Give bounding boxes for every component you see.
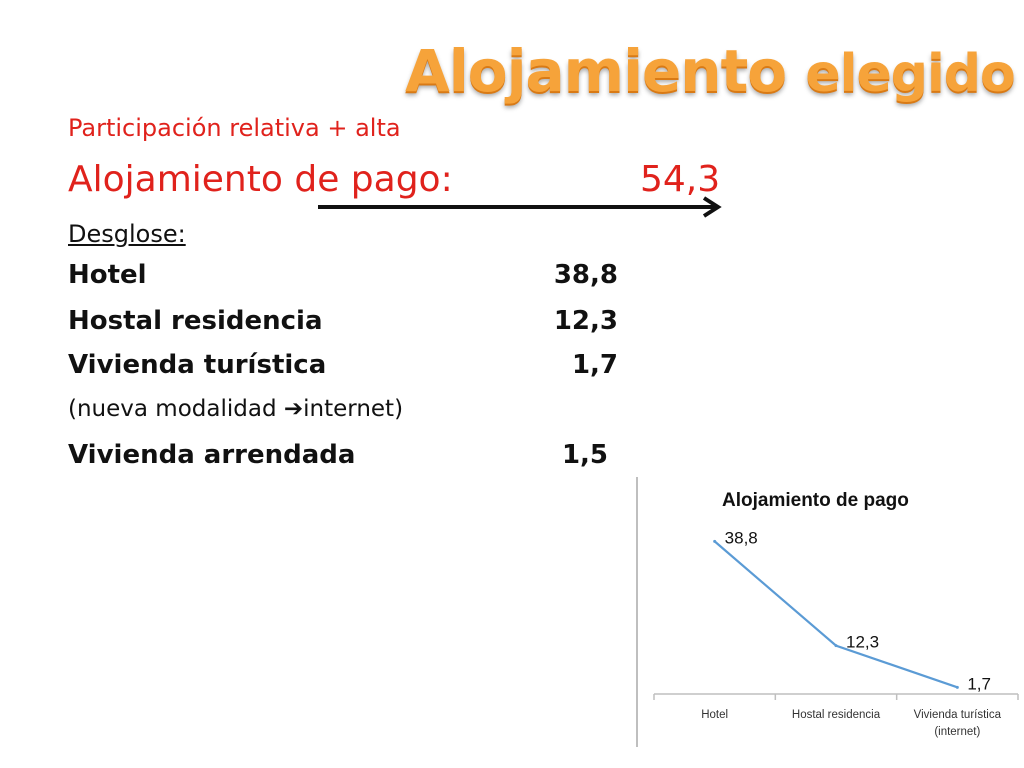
x-tick-label: (internet): [934, 726, 980, 738]
data-label: 1,7: [967, 674, 991, 693]
headline-label: Alojamiento de pago:: [68, 159, 453, 200]
row-label-vivienda-arrendada: Vivienda arrendada: [68, 440, 356, 470]
data-label: 12,3: [846, 633, 879, 652]
breakdown-heading: Desglose:: [68, 220, 186, 248]
row-label-vivienda-turistica: Vivienda turística: [68, 350, 327, 380]
x-tick-label: Hostal residencia: [792, 709, 881, 721]
slide-title: Alojamiento elegido: [405, 42, 1016, 100]
line-chart: Alojamiento de pago 38,8 12,3 1,7 Hotel Hosta…: [636, 477, 1024, 747]
title-tail: elegido: [805, 44, 1015, 104]
x-tick-label: Hotel: [701, 709, 728, 721]
subtitle: Participación relativa + alta: [68, 114, 401, 142]
data-label: 38,8: [725, 528, 758, 547]
chart-svg: Alojamiento de pago 38,8 12,3 1,7 Hotel Hosta…: [653, 490, 1019, 738]
right-arrow-icon: [318, 194, 728, 224]
note: (nueva modalidad ➔internet): [68, 398, 403, 421]
row-label-hotel: Hotel: [68, 260, 147, 290]
data-point: [713, 539, 717, 543]
row-value-vivienda-turistica: 1,7: [571, 350, 618, 380]
x-tick-label: Vivienda turística: [914, 709, 1002, 721]
note-prefix: (nueva modalidad: [68, 396, 284, 422]
row-value-hostal: 12,3: [553, 306, 618, 336]
chart-title: Alojamiento de pago: [722, 490, 909, 511]
note-arrow-icon: ➔: [283, 396, 304, 422]
title-main: Alojamiento: [405, 37, 787, 105]
row-value-hotel: 38,8: [553, 260, 618, 290]
headline-value: 54,3: [640, 159, 721, 200]
data-point: [834, 644, 838, 648]
row-label-hostal: Hostal residencia: [68, 306, 323, 336]
note-suffix: internet): [303, 396, 404, 422]
series-line: [713, 540, 958, 689]
row-value-vivienda-arrendada: 1,5: [561, 440, 608, 470]
data-point: [955, 685, 959, 689]
